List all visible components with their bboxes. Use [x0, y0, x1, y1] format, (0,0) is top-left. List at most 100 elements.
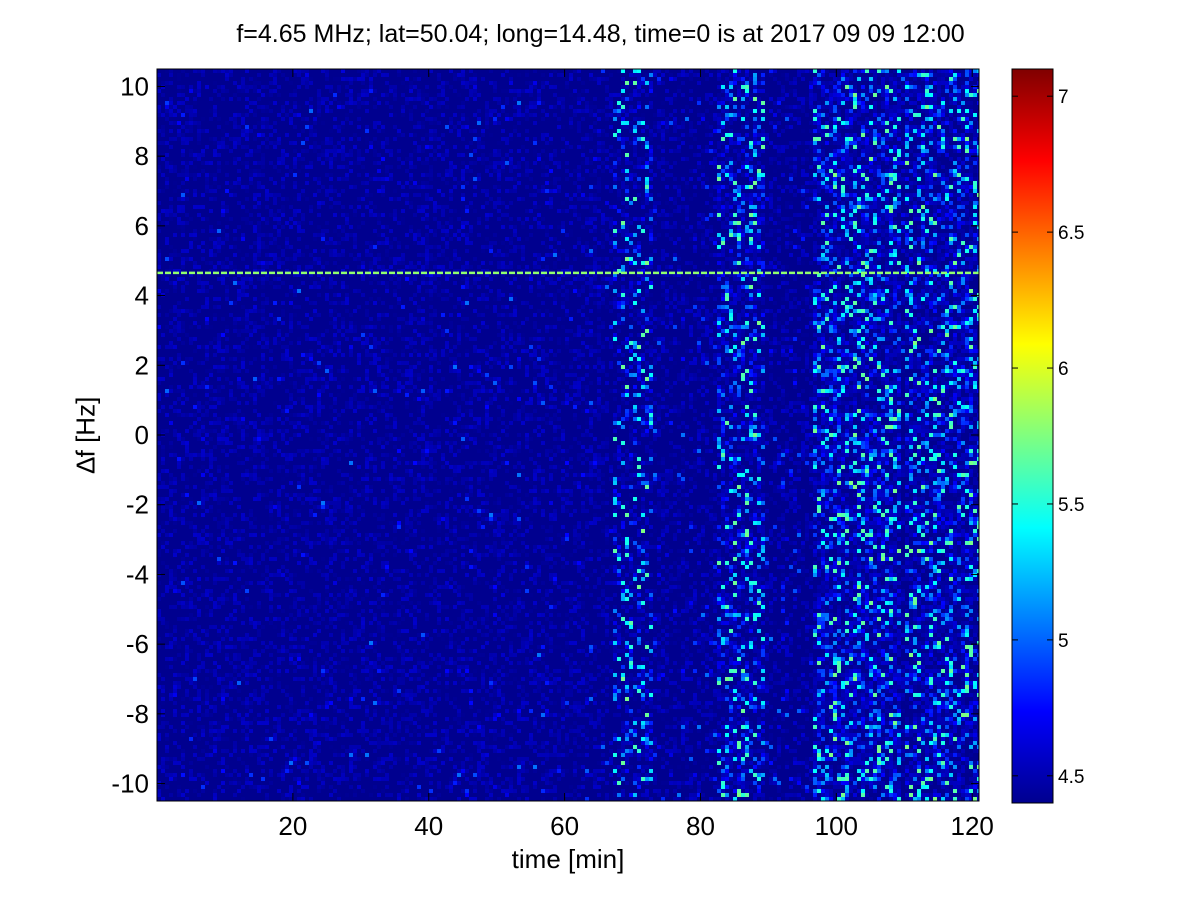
noise-cell: [221, 441, 225, 445]
noise-cell: [233, 769, 237, 773]
noise-cell: [389, 105, 393, 109]
noise-cell: [213, 797, 217, 801]
noise-cell: [301, 361, 305, 365]
noise-cell: [349, 205, 353, 209]
noise-cell: [329, 137, 333, 141]
noise-cell: [181, 285, 185, 289]
noise-cell: [245, 425, 249, 429]
noise-cell: [341, 433, 345, 437]
noise-cell: [389, 245, 393, 249]
noise-cell: [181, 765, 185, 769]
noise-cell: [301, 385, 305, 389]
noise-cell: [189, 85, 193, 89]
noise-cell: [241, 797, 245, 801]
noise-cell: [309, 413, 313, 417]
noise-cell: [389, 677, 393, 681]
noise-cell: [185, 161, 189, 165]
noise-cell: [185, 725, 189, 729]
noise-cell: [453, 429, 457, 433]
noise-cell: [297, 197, 301, 201]
noise-cell: [261, 333, 265, 337]
noise-cell: [189, 581, 193, 585]
noise-cell: [453, 473, 457, 477]
noise-cell: [429, 433, 433, 437]
noise-cell: [353, 489, 357, 493]
noise-cell: [237, 681, 241, 685]
noise-cell: [237, 553, 241, 557]
noise-cell: [281, 321, 285, 325]
noise-cell: [249, 553, 253, 557]
noise-cell: [265, 233, 269, 237]
noise-cell: [437, 681, 441, 685]
noise-cell: [217, 561, 221, 565]
noise-cell: [429, 177, 433, 181]
noise-cell: [233, 369, 237, 373]
noise-cell: [289, 225, 293, 229]
noise-cell: [281, 745, 285, 749]
noise-cell: [441, 553, 445, 557]
noise-cell: [437, 633, 441, 637]
noise-cell: [277, 113, 281, 117]
noise-cell: [385, 713, 389, 717]
noise-cell: [201, 149, 205, 153]
noise-cell: [313, 685, 317, 689]
noise-cell: [349, 321, 353, 325]
noise-cell: [189, 541, 193, 545]
noise-cell: [357, 69, 361, 73]
noise-cell: [349, 149, 353, 153]
noise-cell: [253, 393, 257, 397]
noise-cell: [425, 645, 429, 649]
noise-cell: [253, 321, 257, 325]
noise-cell: [421, 433, 425, 437]
noise-cell: [437, 425, 441, 429]
noise-cell: [313, 733, 317, 737]
noise-cell: [221, 205, 225, 209]
noise-cell: [177, 617, 181, 621]
noise-cell: [209, 437, 213, 441]
noise-cell: [161, 509, 165, 513]
noise-cell: [205, 321, 209, 325]
noise-cell: [377, 765, 381, 769]
noise-cell: [213, 241, 217, 245]
noise-cell: [329, 513, 333, 517]
noise-cell: [221, 601, 225, 605]
noise-cell: [277, 85, 281, 89]
noise-cell: [313, 661, 317, 665]
noise-cell: [157, 441, 161, 445]
noise-cell: [441, 517, 445, 521]
noise-cell: [317, 453, 321, 457]
noise-cell: [169, 481, 173, 485]
noise-cell: [173, 325, 177, 329]
noise-cell: [389, 453, 393, 457]
noise-cell: [285, 457, 289, 461]
noise-cell: [189, 273, 193, 277]
noise-cell: [289, 109, 293, 113]
noise-cell: [437, 85, 441, 89]
noise-cell: [257, 561, 261, 565]
noise-cell: [405, 233, 409, 237]
noise-cell: [161, 333, 165, 337]
noise-cell: [289, 645, 293, 649]
noise-cell: [453, 485, 457, 489]
noise-cell: [357, 773, 361, 777]
noise-cell: [349, 589, 353, 593]
noise-cell: [361, 733, 365, 737]
noise-cell: [389, 481, 393, 485]
noise-cell: [213, 317, 217, 321]
noise-cell: [197, 289, 201, 293]
noise-cell: [357, 265, 361, 269]
noise-cell: [453, 589, 457, 593]
noise-cell: [169, 373, 173, 377]
noise-cell: [161, 449, 165, 453]
noise-cell: [249, 749, 253, 753]
noise-cell: [209, 609, 213, 613]
noise-cell: [293, 125, 297, 129]
noise-cell: [237, 781, 241, 785]
noise-cell: [377, 581, 381, 585]
noise-cell: [421, 217, 425, 221]
noise-cell: [293, 253, 297, 257]
noise-cell: [281, 773, 285, 777]
noise-cell: [301, 741, 305, 745]
noise-cell: [257, 629, 261, 633]
noise-cell: [161, 361, 165, 365]
